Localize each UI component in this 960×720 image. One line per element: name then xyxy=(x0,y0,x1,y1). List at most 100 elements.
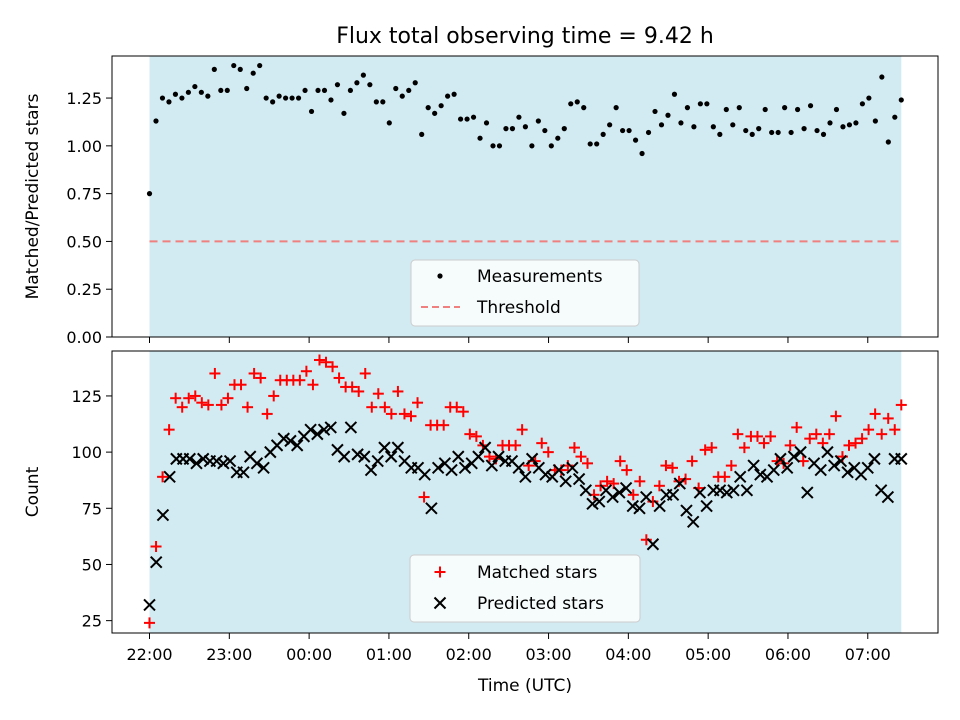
x-tick-label: 00:00 xyxy=(286,645,332,664)
predicted-star-point xyxy=(619,481,633,495)
predicted-star-point-stroke xyxy=(371,454,384,468)
measurement-point xyxy=(801,126,807,132)
measurement-point xyxy=(691,124,697,130)
predicted-star-point-stroke xyxy=(472,450,485,463)
measurement-point xyxy=(626,127,632,134)
predicted-star-point-stroke xyxy=(418,468,431,481)
measurement-point xyxy=(762,106,768,113)
predicted-star-point-stroke xyxy=(458,461,472,475)
predicted-star-point xyxy=(418,468,431,481)
measurement-point xyxy=(807,103,814,109)
predicted-stars-points xyxy=(143,421,908,612)
predicted-star-point-stroke xyxy=(700,499,713,513)
predicted-star-point-stroke xyxy=(290,439,304,452)
predicted-star-point xyxy=(143,598,156,612)
matched-star-point xyxy=(189,390,201,402)
measurement-point xyxy=(587,141,593,147)
matched-star-point xyxy=(163,424,175,436)
measurement-point xyxy=(658,122,665,128)
matched-star-point xyxy=(542,446,554,458)
predicted-star-point-stroke xyxy=(512,461,525,475)
legend-x-glyph xyxy=(433,596,447,610)
predicted-star-point-stroke xyxy=(277,432,290,445)
predicted-star-point-stroke xyxy=(626,499,640,513)
matched-star-point xyxy=(738,442,750,454)
predicted-star-point xyxy=(290,439,304,452)
predicted-star-point-stroke xyxy=(243,450,257,463)
predicted-star-point xyxy=(868,452,881,466)
predicted-star-point-stroke xyxy=(861,461,874,475)
measurement-point xyxy=(347,87,354,94)
matched-star-point xyxy=(157,471,169,483)
matched-star-point xyxy=(765,430,777,442)
measurement-point xyxy=(270,99,276,105)
predicted-star-point xyxy=(640,490,653,504)
x-tick-label: 01:00 xyxy=(366,645,412,664)
matched-star-point xyxy=(876,428,888,440)
measurement-point xyxy=(146,191,153,197)
measurement-point xyxy=(218,87,224,94)
predicted-star-point-stroke xyxy=(445,463,458,477)
measurement-point xyxy=(859,101,866,107)
predicted-star-point xyxy=(673,477,686,490)
matched-star-point xyxy=(320,356,332,368)
measurement-point xyxy=(315,87,321,94)
measurement-point xyxy=(866,95,872,101)
matched-star-point xyxy=(242,401,254,413)
predicted-star-point xyxy=(740,484,754,497)
predicted-star-point xyxy=(210,454,223,468)
predicted-star-point xyxy=(680,504,693,517)
matched-star-point xyxy=(255,372,267,384)
measurement-point xyxy=(749,131,755,137)
measurement-point xyxy=(581,105,587,111)
predicted-star-point xyxy=(881,490,895,504)
matched-star-point xyxy=(640,534,652,546)
legend-predicted-label: Predicted stars xyxy=(477,594,604,614)
predicted-star-point-stroke xyxy=(599,484,613,497)
measurement-point xyxy=(159,95,166,101)
predicted-star-point-stroke xyxy=(747,459,760,472)
predicted-star-point-stroke xyxy=(539,468,552,481)
matched-star-point xyxy=(196,397,208,409)
matched-star-point xyxy=(856,433,868,445)
measurement-point xyxy=(594,141,600,147)
count-y-tick-label: 125 xyxy=(71,387,102,406)
legend-x-glyph-stroke xyxy=(433,596,447,610)
matched-star-point xyxy=(392,385,404,397)
matched-star-point xyxy=(379,401,391,413)
predicted-star-point xyxy=(525,452,539,466)
measurement-point xyxy=(704,101,710,107)
predicted-star-point-stroke xyxy=(579,484,593,497)
predicted-star-point-stroke xyxy=(713,484,727,497)
matched-star-point xyxy=(183,392,195,404)
predicted-star-point xyxy=(337,450,351,463)
predicted-star-point-stroke xyxy=(143,598,156,612)
matched-star-point xyxy=(706,442,718,454)
matched-star-point xyxy=(810,428,822,440)
matched-star-point xyxy=(359,367,371,379)
predicted-star-point xyxy=(720,486,733,499)
matched-star-point xyxy=(300,365,312,377)
matched-star-point xyxy=(327,361,339,373)
x-tick-label: 04:00 xyxy=(605,645,651,664)
count-y-tick-label: 50 xyxy=(82,555,102,574)
measurement-point xyxy=(620,127,626,134)
count-y-tick-label: 100 xyxy=(71,443,102,462)
measurement-point xyxy=(263,95,269,101)
predicted-star-point xyxy=(700,499,713,513)
ratio-y-tick-label: 0.75 xyxy=(66,185,102,204)
predicted-star-point-stroke xyxy=(774,452,787,466)
predicted-star-point xyxy=(277,432,290,445)
measurement-point xyxy=(289,95,295,101)
predicted-star-point-stroke xyxy=(619,481,633,495)
predicted-star-point xyxy=(626,499,640,513)
measurement-point xyxy=(257,62,263,69)
chart-title: Flux total observing time = 9.42 h xyxy=(336,24,714,49)
measurement-point xyxy=(224,87,230,94)
predicted-star-point xyxy=(344,421,358,434)
predicted-star-point xyxy=(794,445,807,459)
measurement-point xyxy=(678,120,684,126)
predicted-star-point-stroke xyxy=(358,450,371,463)
measurement-point xyxy=(341,110,347,116)
matched-star-point xyxy=(412,397,424,409)
